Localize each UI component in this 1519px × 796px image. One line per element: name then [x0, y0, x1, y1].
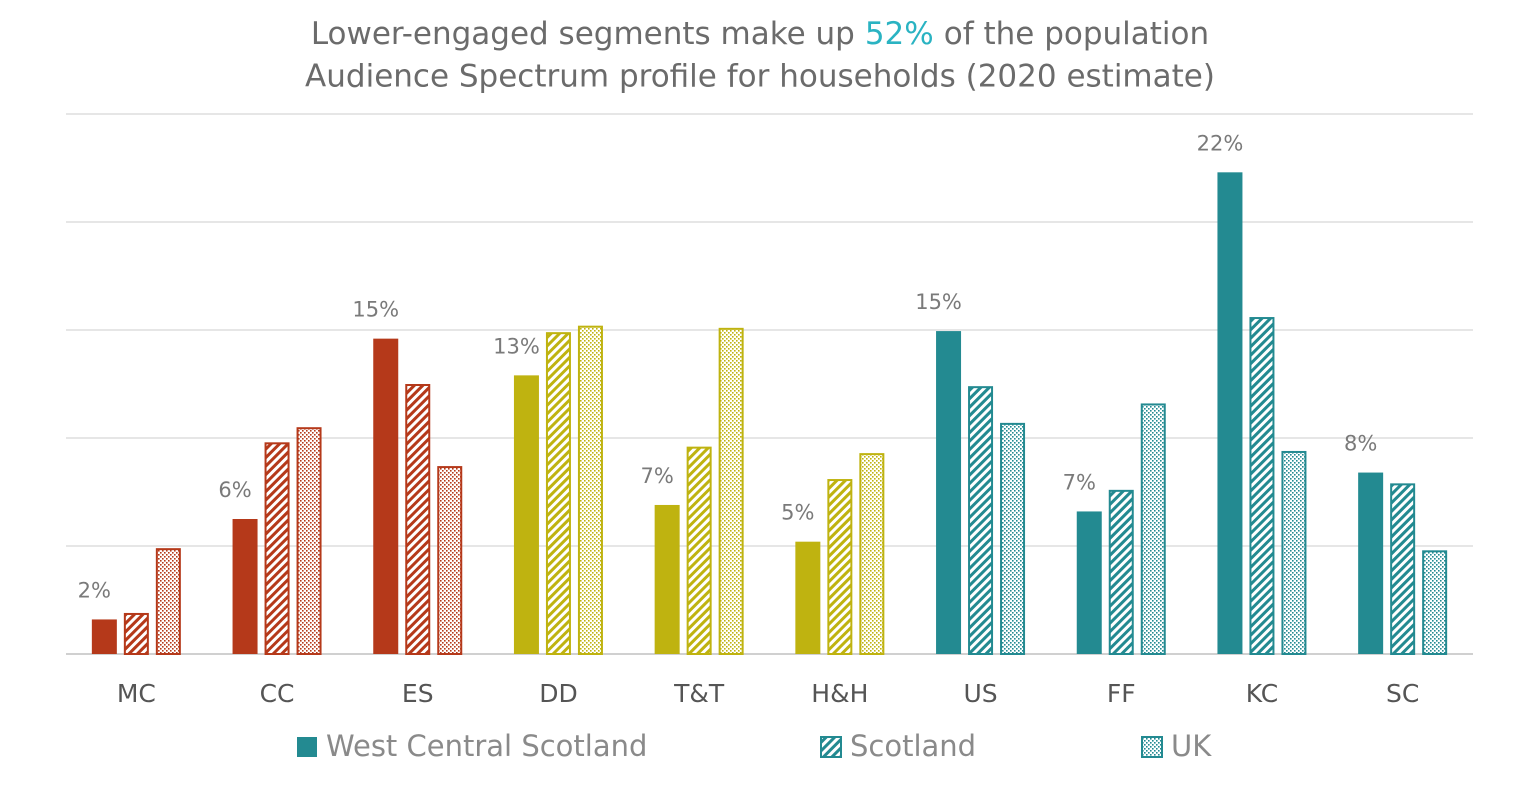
- bar: [936, 331, 962, 654]
- bar: [1108, 489, 1134, 655]
- x-tick-label: DD: [539, 679, 578, 708]
- bar: [686, 446, 712, 656]
- data-label: 8%: [1344, 432, 1377, 456]
- data-label: 6%: [218, 478, 251, 502]
- bar: [827, 479, 853, 656]
- bar: [1076, 511, 1102, 654]
- chart-subtitle: Audience Spectrum profile for households…: [305, 59, 1215, 95]
- title-highlight: 52%: [865, 16, 934, 52]
- x-tick-label: FF: [1107, 679, 1136, 708]
- bar: [718, 327, 744, 655]
- x-tick-label: US: [963, 679, 997, 708]
- bar: [91, 619, 117, 654]
- bar: [859, 453, 885, 655]
- legend-swatch: [1141, 736, 1163, 758]
- legend-label: Scotland: [850, 729, 976, 763]
- data-label: 15%: [915, 290, 962, 314]
- chart-title: Lower-engaged segments make up 52% of the …: [311, 16, 1209, 52]
- bar: [545, 332, 571, 655]
- bar: [1358, 472, 1384, 654]
- bar: [123, 612, 149, 656]
- legend-label: UK: [1171, 729, 1212, 763]
- bar: [968, 386, 994, 655]
- data-label: 22%: [1197, 131, 1244, 155]
- bar: [1000, 422, 1026, 655]
- bar: [232, 519, 258, 654]
- title-suffix: of the population: [944, 16, 1209, 52]
- data-label: 2%: [78, 578, 111, 602]
- bar: [437, 466, 463, 655]
- x-tick-label: T&T: [673, 679, 725, 708]
- x-tick-label: ES: [402, 679, 434, 708]
- data-label: 5%: [781, 501, 814, 525]
- bar: [1217, 172, 1243, 654]
- bar: [296, 427, 322, 656]
- bar: [1140, 403, 1166, 655]
- bar: [1390, 483, 1416, 655]
- bar: [513, 375, 539, 654]
- bar: [654, 504, 680, 654]
- x-tick-label: CC: [260, 679, 295, 708]
- title-prefix: Lower-engaged segments make up: [311, 16, 855, 52]
- x-tick-label: KC: [1246, 679, 1278, 708]
- x-tick-label: H&H: [811, 679, 868, 708]
- bar: [373, 338, 399, 654]
- bar: [1249, 317, 1275, 655]
- x-tick-label: SC: [1386, 679, 1419, 708]
- bar: [795, 541, 821, 654]
- legend-swatch: [297, 737, 317, 757]
- legend-swatch: [820, 736, 842, 758]
- data-label: 7%: [640, 464, 673, 488]
- legend-label: West Central Scotland: [326, 729, 647, 763]
- data-label: 7%: [1063, 470, 1096, 494]
- data-label: 15%: [352, 298, 399, 322]
- bar: [1422, 550, 1448, 656]
- bar: [577, 325, 603, 655]
- x-tick-label: MC: [117, 679, 156, 708]
- bar: [1281, 450, 1307, 655]
- bar: [264, 442, 290, 655]
- data-label: 13%: [493, 334, 540, 358]
- bar: [155, 548, 181, 655]
- bar: [405, 384, 431, 655]
